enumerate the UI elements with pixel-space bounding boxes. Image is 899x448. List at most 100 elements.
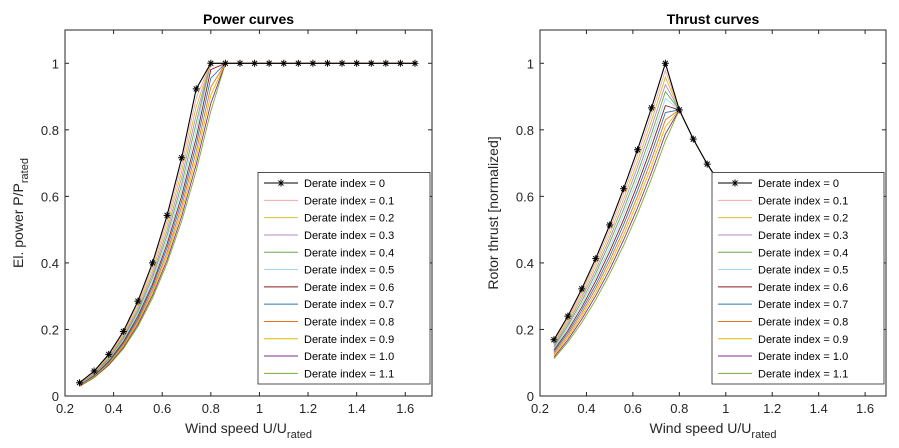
marker: [105, 350, 113, 358]
y-tick-label: 0.8: [516, 123, 534, 138]
x-axis-label: Wind speed U/Urated: [185, 420, 312, 441]
axes-box: [64, 29, 433, 397]
y-tick-label: 0.2: [516, 322, 534, 337]
legend-label: Derate index = 1.0: [304, 351, 394, 363]
legend-marker: [277, 179, 285, 187]
marker: [382, 59, 390, 67]
legend-label: Derate index = 0.8: [304, 316, 394, 328]
legend-label: Derate index = 0.4: [758, 247, 848, 259]
legend-box: [711, 171, 885, 385]
marker: [606, 221, 614, 229]
chart-title: Thrust curves: [667, 11, 760, 27]
marker: [550, 336, 558, 344]
x-tick-label: 0.8: [670, 401, 688, 416]
chart-title: Power curves: [203, 11, 294, 27]
x-tick-label: 1: [722, 401, 729, 416]
y-axis-label: Rotor thrust [normalized]: [485, 136, 501, 289]
y-axis-label-main: Rotor thrust [normalized]: [485, 136, 501, 289]
x-tick-label: 0.6: [153, 401, 171, 416]
marker: [647, 104, 655, 112]
legend-label: Derate index = 1.0: [758, 351, 848, 363]
legend: Derate index = 0 Derate index = 0.1 Derate…: [257, 171, 431, 385]
legend-label: Derate index = 0.7: [304, 299, 394, 311]
axes-box: [539, 29, 887, 397]
legend-label: Derate index = 0.2: [304, 213, 394, 225]
marker: [634, 146, 642, 154]
marker: [338, 59, 346, 67]
x-axis-label-main: Wind speed U/U: [185, 420, 287, 436]
marker: [178, 154, 186, 162]
marker: [90, 367, 98, 375]
lines: [76, 59, 419, 387]
legend-label: Derate index = 0.1: [758, 195, 848, 207]
marker: [207, 59, 215, 67]
x-tick-label: 1: [256, 401, 263, 416]
marker: [367, 59, 375, 67]
y-axis-label-main: El. power P/P: [10, 183, 26, 268]
legend-label: Derate index = 0: [758, 178, 839, 190]
marker: [411, 59, 419, 67]
legend-label: Derate index = 0.8: [758, 316, 848, 328]
legend-label: Derate index = 0.7: [758, 299, 848, 311]
marker: [675, 106, 683, 114]
marker: [119, 327, 127, 335]
x-tick-label: 1.6: [396, 401, 414, 416]
marker: [578, 285, 586, 293]
y-axis-label: El. power P/Prated: [10, 158, 31, 268]
legend-label: Derate index = 0.9: [304, 334, 394, 346]
y-tick-label: 0: [52, 389, 59, 404]
x-tick-label: 0.2: [56, 401, 74, 416]
marker: [323, 59, 331, 67]
marker: [192, 85, 200, 93]
y-tick-label: 1: [52, 56, 59, 71]
marker: [564, 312, 572, 320]
legend-label: Derate index = 0.4: [304, 247, 394, 259]
x-tick-label: 1.4: [348, 401, 366, 416]
x-axis-label-sub: rated: [751, 429, 776, 441]
marker: [148, 259, 156, 267]
legend-label: Derate index = 0.9: [758, 334, 848, 346]
y-tick-label: 0: [527, 389, 534, 404]
x-axis-label-main: Wind speed U/U: [649, 420, 751, 436]
x-tick-label: 1.2: [299, 401, 317, 416]
marker: [592, 255, 600, 263]
y-tick-label: 0.4: [516, 256, 534, 271]
y-tick-label: 0.4: [41, 256, 59, 271]
marker: [309, 59, 317, 67]
marker: [689, 135, 697, 143]
marker: [265, 59, 273, 67]
legend-label: Derate index = 0.5: [758, 265, 848, 277]
y-axis-label-sub: rated: [19, 158, 31, 183]
legend-marker: [731, 179, 739, 187]
x-tick-label: 1.6: [856, 401, 874, 416]
legend-label: Derate index = 0.5: [304, 265, 394, 277]
legend-label: Derate index = 0.6: [304, 282, 394, 294]
marker: [703, 160, 711, 168]
marker: [280, 59, 288, 67]
marker: [76, 379, 84, 387]
legend-label: Derate index = 0.3: [758, 230, 848, 242]
subplot: 0.2 0.4 0.6 0.8 1 1.2 1.4 1.600.20.40.60.81Thru…: [485, 11, 887, 441]
legend-label: Derate index = 0.3: [304, 230, 394, 242]
legend-label: Derate index = 0.1: [304, 195, 394, 207]
x-tick-label: 1.4: [810, 401, 828, 416]
x-tick-label: 0.8: [202, 401, 220, 416]
marker: [251, 59, 259, 67]
legend: Derate index = 0 Derate index = 0.1 Derate…: [711, 171, 885, 385]
y-tick-label: 1: [527, 56, 534, 71]
legend-label: Derate index = 1.1: [304, 368, 394, 380]
legend-box: [257, 171, 431, 385]
marker: [620, 185, 628, 193]
marker: [221, 59, 229, 67]
x-axis-label: Wind speed U/Urated: [649, 420, 776, 441]
y-tick-label: 0.2: [41, 322, 59, 337]
subplot: 0.2 0.4 0.6 0.8 1 1.2 1.4 1.600.20.40.60.81Powe…: [10, 11, 433, 441]
marker: [294, 59, 302, 67]
marker: [163, 211, 171, 219]
marker: [661, 59, 669, 67]
y-tick-label: 0.6: [516, 189, 534, 204]
x-tick-label: 0.6: [624, 401, 642, 416]
y-tick-label: 0.6: [41, 189, 59, 204]
marker: [134, 297, 142, 305]
